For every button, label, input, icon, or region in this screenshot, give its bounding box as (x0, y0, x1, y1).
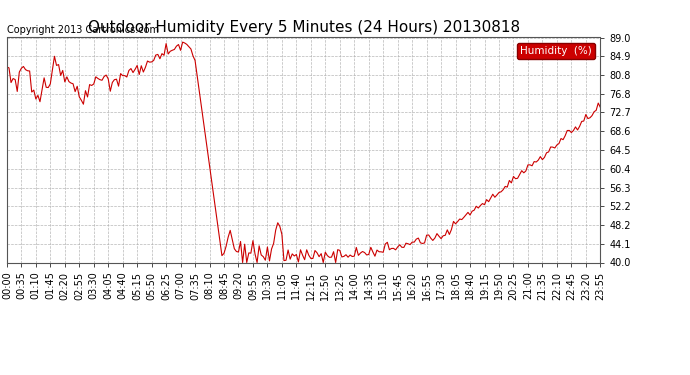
Legend: Humidity  (%): Humidity (%) (517, 43, 595, 59)
Text: Copyright 2013 Cartronics.com: Copyright 2013 Cartronics.com (7, 25, 159, 35)
Title: Outdoor Humidity Every 5 Minutes (24 Hours) 20130818: Outdoor Humidity Every 5 Minutes (24 Hou… (88, 20, 520, 35)
